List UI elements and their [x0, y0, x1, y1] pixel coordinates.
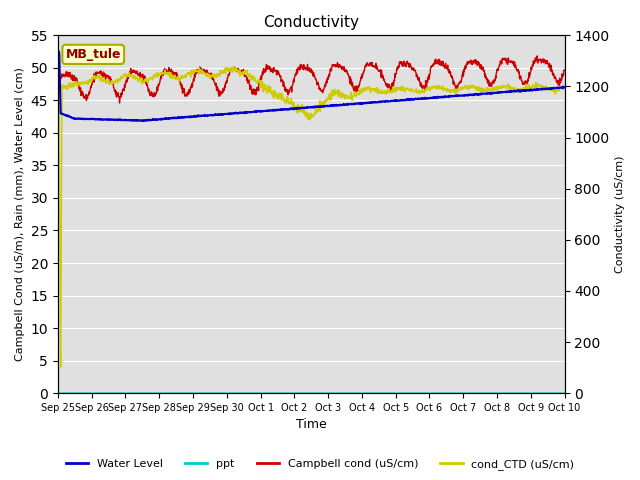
- Legend: Water Level, ppt, Campbell cond (uS/cm), cond_CTD (uS/cm): Water Level, ppt, Campbell cond (uS/cm),…: [61, 455, 579, 474]
- Text: MB_tule: MB_tule: [65, 48, 121, 61]
- X-axis label: Time: Time: [296, 419, 326, 432]
- Y-axis label: Conductivity (uS/cm): Conductivity (uS/cm): [615, 156, 625, 273]
- Y-axis label: Campbell Cond (uS/m), Rain (mm), Water Level (cm): Campbell Cond (uS/m), Rain (mm), Water L…: [15, 67, 25, 361]
- Title: Conductivity: Conductivity: [263, 15, 359, 30]
